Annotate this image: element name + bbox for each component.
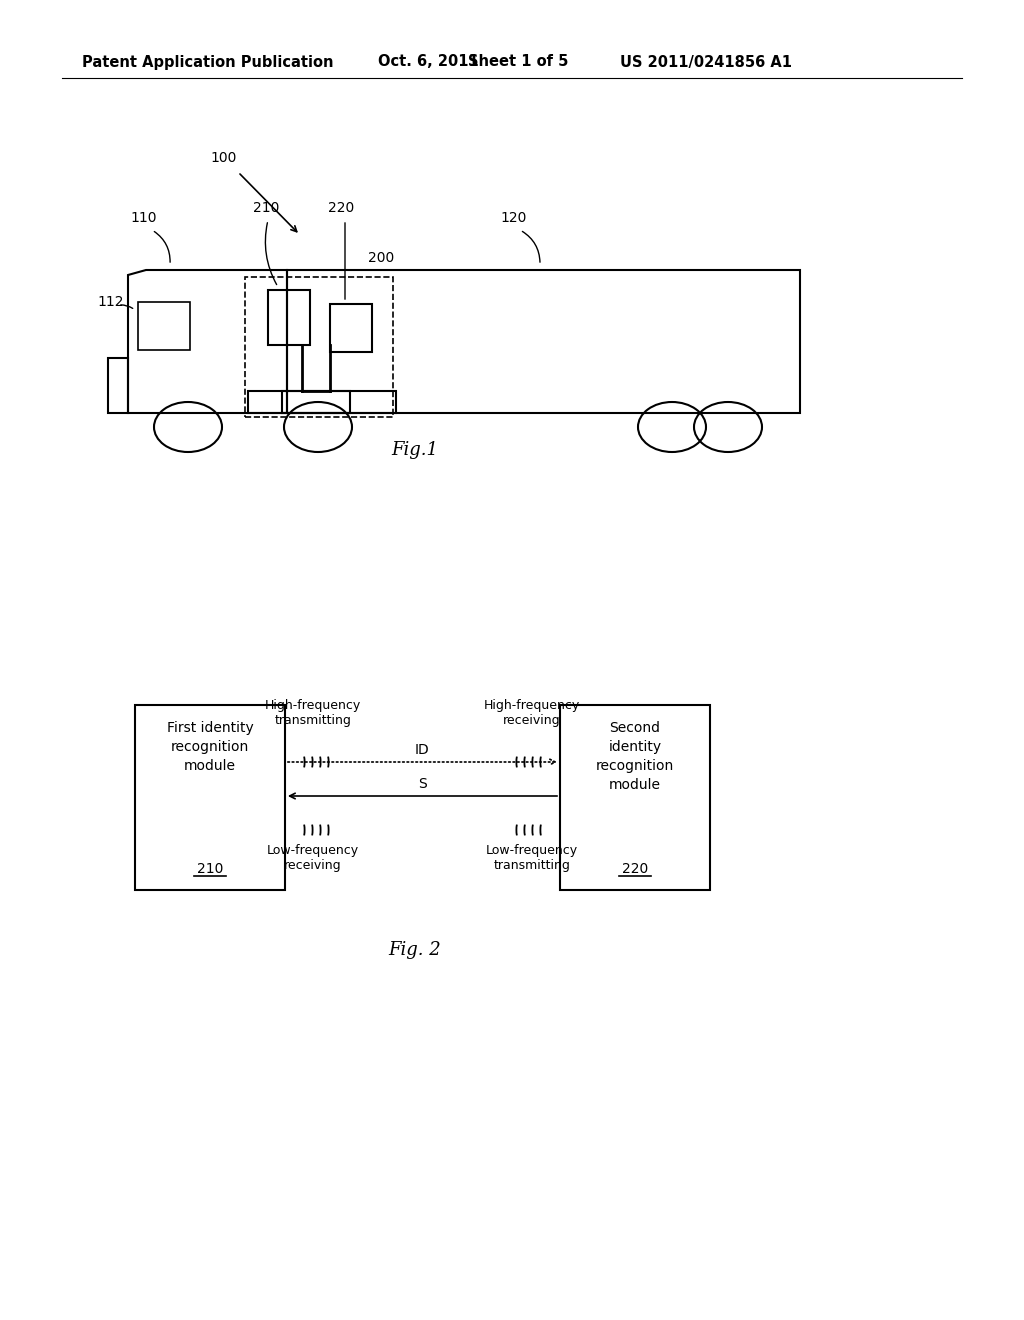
Bar [135,705,285,890]
Text: 210: 210 [197,862,223,876]
Text: 200: 200 [368,251,394,265]
Text: 220: 220 [622,862,648,876]
Text: Patent Application Publication: Patent Application Publication [82,54,334,70]
Text: recognition: recognition [596,759,674,774]
Text: 110: 110 [130,211,157,224]
Text: 220: 220 [328,201,354,215]
Text: High-frequency
transmitting: High-frequency transmitting [265,700,361,727]
Bar [287,271,800,413]
Bar [268,290,310,345]
Text: Low-frequency
receiving: Low-frequency receiving [267,843,359,873]
Bar [245,277,393,417]
Bar [248,391,396,413]
Text: ID: ID [415,743,430,756]
Text: recognition: recognition [171,741,249,754]
Text: Sheet 1 of 5: Sheet 1 of 5 [468,54,568,70]
Text: Oct. 6, 2011: Oct. 6, 2011 [378,54,479,70]
Text: identity: identity [608,741,662,754]
Text: module: module [609,777,662,792]
Bar [282,391,350,413]
Text: US 2011/0241856 A1: US 2011/0241856 A1 [620,54,792,70]
Text: Low-frequency
transmitting: Low-frequency transmitting [486,843,579,873]
Text: 112: 112 [97,294,124,309]
Text: 100: 100 [210,150,237,165]
Bar [560,705,710,890]
Bar [108,358,128,413]
Text: Second: Second [609,721,660,735]
Text: S: S [418,777,427,791]
Text: High-frequency
receiving: High-frequency receiving [484,700,581,727]
Bar [330,304,372,352]
Text: module: module [184,759,236,774]
Text: 120: 120 [500,211,526,224]
Text: Fig. 2: Fig. 2 [389,941,441,960]
Bar [138,302,190,350]
Text: Fig.1: Fig.1 [391,441,438,459]
Text: First identity: First identity [167,721,253,735]
Text: 210: 210 [253,201,280,215]
